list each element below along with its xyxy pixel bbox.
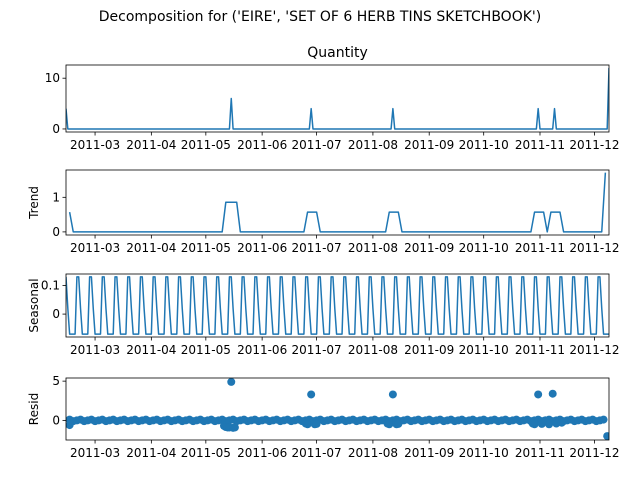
axes-frame [65,64,610,133]
resid-point [557,418,566,427]
figure-suptitle: Decomposition for ('EIRE', 'SET OF 6 HER… [99,9,541,25]
x-tick-label: 2011-03 [70,241,120,255]
y-axis-label: Trend [27,186,41,220]
plot-area [68,172,607,233]
x-tick-label: 2011-07 [292,446,342,460]
panel-title: Quantity [307,45,368,61]
x-tick-label: 2011-05 [181,446,231,460]
resid-point [548,389,557,398]
seasonal-line [66,276,609,335]
resid-point [545,420,554,429]
plot-area [66,68,609,130]
axes-frame [65,273,610,338]
plot-area [66,276,609,335]
x-tick-label: 2011-10 [459,138,509,152]
resid-point [307,390,316,399]
x-tick-label: 2011-07 [292,138,342,152]
x-tick-label: 2011-03 [70,343,120,357]
x-tick-label: 2011-11 [515,241,565,255]
x-tick-label: 2011-04 [126,343,176,357]
x-tick-label: 2011-12 [569,138,619,152]
y-tick-label: 0 [52,413,60,427]
y-tick-label: 0 [52,122,60,136]
x-tick-label: 2011-06 [237,241,287,255]
x-tick-label: 2011-08 [348,446,398,460]
panel-3: 0 0.1 2011-03 2011-04 2011-05 2011-06 2011-07 2… [27,273,620,357]
series-line [66,68,609,130]
x-tick-label: 2011-09 [404,446,454,460]
x-tick-label: 2011-03 [70,446,120,460]
x-tick-label: 2011-10 [459,241,509,255]
y-axis-label: Seasonal [27,278,41,332]
resid-point [394,419,403,428]
x-tick-label: 2011-11 [515,343,565,357]
x-tick-label: 2011-04 [126,138,176,152]
resid-point [385,420,394,429]
resid-point [534,390,543,399]
x-tick-label: 2011-06 [237,343,287,357]
x-tick-label: 2011-12 [569,343,619,357]
resid-point [66,421,74,430]
x-tick-label: 2011-03 [70,138,120,152]
resid-point [603,432,609,440]
x-tick-label: 2011-06 [237,138,287,152]
resid-point [388,390,397,399]
y-axis-label: Resid [27,393,41,425]
x-tick-label: 2011-08 [348,138,398,152]
panel-2: 0 1 2011-03 2011-04 2011-05 2011-06 2011-07 201… [27,169,620,255]
x-tick-label: 2011-09 [404,138,454,152]
y-tick-label: 10 [45,71,60,85]
x-tick-label: 2011-05 [181,343,231,357]
plot-area [66,378,609,440]
x-tick-label: 2011-05 [181,138,231,152]
x-tick-label: 2011-10 [459,343,509,357]
resid-point [303,420,312,429]
x-tick-label: 2011-04 [126,446,176,460]
resid-point [312,419,321,428]
series-line [68,172,607,233]
axes-frame [65,169,610,236]
x-tick-label: 2011-07 [292,343,342,357]
y-tick-label: 1 [52,190,60,204]
x-tick-label: 2011-06 [237,446,287,460]
x-tick-label: 2011-09 [404,241,454,255]
x-tick-label: 2011-09 [404,343,454,357]
resid-point [227,378,236,386]
y-tick-label: 0 [52,225,60,239]
x-tick-label: 2011-11 [515,138,565,152]
y-tick-label: 0.1 [41,278,60,292]
x-tick-label: 2011-08 [348,343,398,357]
y-tick-label: 5 [52,374,60,388]
x-tick-label: 2011-08 [348,241,398,255]
x-tick-label: 2011-12 [569,446,619,460]
x-tick-label: 2011-11 [515,446,565,460]
resid-point [230,423,239,432]
x-tick-label: 2011-05 [181,241,231,255]
panel-4: 0 5 2011-03 2011-04 2011-05 2011-06 2011-07 201… [27,374,620,460]
y-tick-label: 0 [52,307,60,321]
axes-frame [65,377,610,441]
x-tick-label: 2011-07 [292,241,342,255]
x-tick-label: 2011-04 [126,241,176,255]
x-tick-label: 2011-10 [459,446,509,460]
resid-point [530,420,539,429]
x-tick-label: 2011-12 [569,241,619,255]
resid-point [599,415,608,424]
panel-1: Quantity 0 10 2011-03 2011-04 2011-05 2011-06 2… [45,45,620,152]
